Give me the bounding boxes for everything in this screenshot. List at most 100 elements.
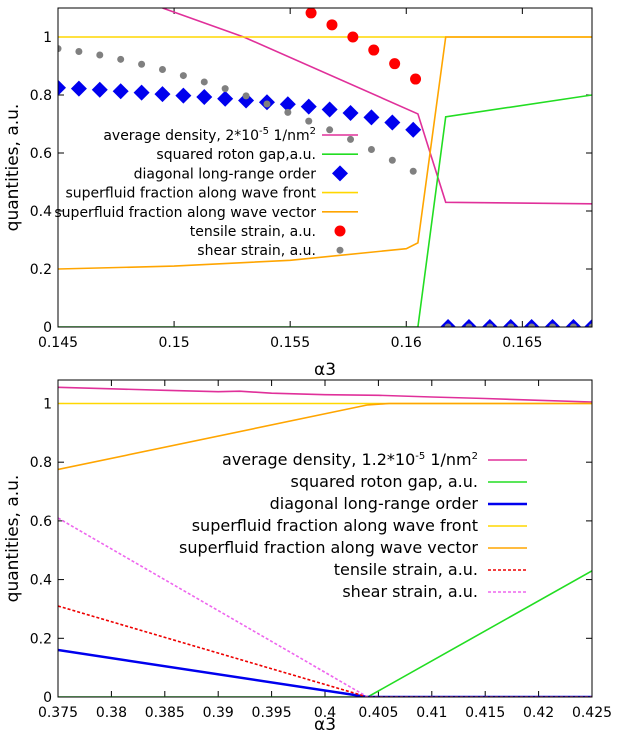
legend-label-shear-strain-a-u: shear strain, a.u. xyxy=(342,582,478,601)
x-tick-label: 0.165 xyxy=(502,335,542,351)
diagonal-long-range-order-point xyxy=(91,81,108,98)
legend: average density, 1.2*10-5 1/nm2 squared r… xyxy=(179,450,527,601)
tensile-strain-a-u-point xyxy=(368,44,380,56)
x-tick-label: 0.145 xyxy=(38,335,78,351)
legend-label-tensile-strain-a-u: tensile strain, a.u. xyxy=(334,560,478,579)
shear-strain-a-u-point xyxy=(305,117,313,125)
x-tick-label: 0.15 xyxy=(159,335,190,351)
diagonal-long-range-order-point xyxy=(405,121,422,138)
legend-swatch-shear-strain-a-u xyxy=(336,246,344,254)
shear-strain-a-u-point xyxy=(588,323,592,327)
shear-strain-a-u-point xyxy=(117,55,125,63)
legend-label-diagonal-long-range-order: diagonal long-range order xyxy=(270,494,479,513)
shear-strain-a-u-point xyxy=(158,65,166,73)
shear-strain-a-u-point xyxy=(263,100,271,108)
legend-label-diagonal-long-range-order: diagonal long-range order xyxy=(134,166,317,182)
y-tick-label: 0.2 xyxy=(30,262,52,278)
tensile-strain-a-u-point xyxy=(410,73,422,85)
plot-area xyxy=(58,386,592,697)
legend-label-average-density-1-2-10: average density, 1.2*10-5 1/nm2 xyxy=(222,450,478,469)
shear-strain-a-u-point xyxy=(242,92,250,100)
superfluid-fraction-along-wave-vector-line xyxy=(58,402,592,471)
x-tick-label: 0.425 xyxy=(572,705,612,721)
average-density-2-10-line xyxy=(162,8,592,205)
shear-strain-a-u-point xyxy=(388,156,396,164)
x-tick-label: 0.155 xyxy=(270,335,310,351)
legend-label-shear-strain-a-u: shear strain, a.u. xyxy=(197,243,316,259)
x-tick-label: 0.395 xyxy=(252,705,292,721)
legend-label-superfluid-fraction-along-wave-front: superfluid fraction along wave front xyxy=(192,516,478,535)
tensile-strain-a-u-line xyxy=(58,605,592,697)
x-axis-label: α3 xyxy=(314,715,336,735)
shear-strain-a-u-point xyxy=(444,323,452,327)
shear-strain-a-u-point xyxy=(179,72,187,80)
y-axis-label: quantities, a.u. xyxy=(3,475,23,603)
diagonal-long-range-order-point xyxy=(154,86,171,103)
legend-label-superfluid-fraction-along-wave-vector: superfluid fraction along wave vector xyxy=(54,205,316,221)
diagonal-long-range-order-point xyxy=(196,89,213,106)
legend-swatch-tensile-strain-a-u xyxy=(334,225,346,237)
shear-strain-a-u-point xyxy=(96,51,104,59)
y-tick-label: 0 xyxy=(43,690,52,706)
shear-strain-a-u-point xyxy=(528,323,536,327)
diagonal-long-range-order-point xyxy=(279,96,296,113)
y-tick-label: 0.4 xyxy=(30,204,52,220)
diagonal-long-range-order-point xyxy=(300,98,317,115)
x-tick-label: 0.42 xyxy=(523,705,554,721)
tensile-strain-a-u-point xyxy=(347,31,359,43)
shear-strain-a-u-point xyxy=(367,146,375,154)
legend-label-tensile-strain-a-u: tensile strain, a.u. xyxy=(190,224,316,240)
x-tick-label: 0.415 xyxy=(465,705,505,721)
diagonal-long-range-order-line xyxy=(58,648,592,697)
x-tick-label: 0.39 xyxy=(203,705,234,721)
diagonal-long-range-order-point xyxy=(133,84,150,101)
diagonal-long-range-order-point xyxy=(175,87,192,104)
diagonal-long-range-order-point xyxy=(112,83,129,100)
y-tick-label: 0.4 xyxy=(30,573,52,589)
average-density-1-2-10-line xyxy=(58,386,592,403)
y-tick-label: 0 xyxy=(43,320,52,336)
shear-strain-a-u-point xyxy=(221,85,229,93)
x-tick-label: 0.16 xyxy=(391,335,422,351)
diagonal-long-range-order-point xyxy=(565,319,582,327)
diagonal-long-range-order-point xyxy=(342,104,359,121)
x-tick-label: 0.4 xyxy=(314,705,336,721)
shear-strain-a-u-point xyxy=(347,135,355,143)
y-tick-label: 0.8 xyxy=(30,88,52,104)
diagonal-long-range-order-point xyxy=(217,90,234,107)
y-tick-label: 0.2 xyxy=(30,631,52,647)
shear-strain-a-u-point xyxy=(284,108,292,116)
x-tick-label: 0.385 xyxy=(145,705,185,721)
plot-frame xyxy=(57,7,593,328)
legend-label-squared-roton-gap-a-u: squared roton gap,a.u. xyxy=(156,147,316,163)
squared-roton-gap-a-u-line xyxy=(58,570,592,697)
shear-strain-a-u-point xyxy=(507,323,515,327)
tensile-strain-a-u-point xyxy=(326,19,338,31)
diagonal-long-range-order-point xyxy=(544,319,561,327)
tensile-strain-a-u-point xyxy=(389,58,401,70)
diagonal-long-range-order-point xyxy=(58,79,66,96)
plot-frame xyxy=(57,379,593,698)
x-tick-label: 0.375 xyxy=(38,705,78,721)
x-tick-label: 0.405 xyxy=(358,705,398,721)
shear-strain-a-u-point xyxy=(549,323,557,327)
legend-label-superfluid-fraction-along-wave-vector: superfluid fraction along wave vector xyxy=(179,538,478,557)
legend: average density, 2*10-5 1/nm2 squared rot… xyxy=(54,126,358,259)
tensile-strain-a-u-point xyxy=(305,8,317,19)
shear-strain-a-u-point xyxy=(409,167,417,175)
top-chart: 0.145 0.15 0.155 0.16 0.165 0 0.2 0.4 0.6 0.8 1 α3 q… xyxy=(3,7,593,380)
x-axis-label: α3 xyxy=(314,360,336,380)
shear-strain-a-u-point xyxy=(138,60,146,68)
y-tick-label: 0.6 xyxy=(30,514,52,530)
x-tick-label: 0.41 xyxy=(416,705,447,721)
diagonal-long-range-order-point xyxy=(481,319,498,327)
diagonal-long-range-order-point xyxy=(523,319,540,327)
diagonal-long-range-order-point xyxy=(363,109,380,126)
shear-strain-a-u-point xyxy=(465,323,473,327)
shear-strain-a-u-point xyxy=(58,45,62,53)
diagonal-long-range-order-point xyxy=(238,92,255,109)
diagonal-long-range-order-point xyxy=(440,319,457,327)
shear-strain-a-u-point xyxy=(569,323,577,327)
x-tick-label: 0.38 xyxy=(96,705,127,721)
